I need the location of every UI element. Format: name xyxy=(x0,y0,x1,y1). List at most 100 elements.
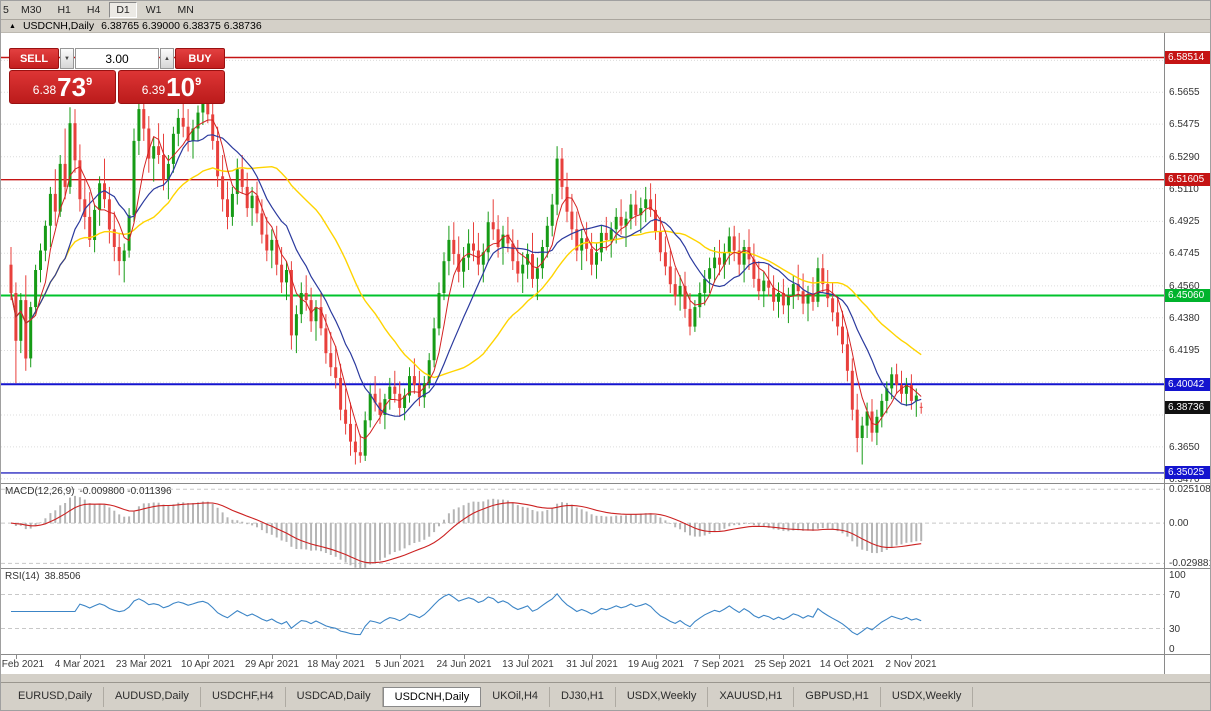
timeframe-button-5[interactable]: 5 xyxy=(3,4,9,16)
date-tick xyxy=(464,655,465,660)
macd-chart[interactable] xyxy=(1,484,1164,569)
timeframe-button-h4[interactable]: H4 xyxy=(86,4,101,16)
price-axis-label: 6.4195 xyxy=(1169,345,1200,357)
macd-axis-label: 0.025108 xyxy=(1169,483,1211,495)
rsi-axis-label: 70 xyxy=(1169,589,1181,601)
price-level-badge: 6.38736 xyxy=(1165,400,1210,414)
timeframe-button-mn[interactable]: MN xyxy=(177,4,194,16)
sell-price-big: 73 xyxy=(57,72,87,103)
rsi-axis-label: 0 xyxy=(1169,644,1175,656)
date-label: 29 Apr 2021 xyxy=(245,659,299,671)
price-level-badge: 6.58514 xyxy=(1165,51,1210,64)
date-tick xyxy=(656,655,657,660)
rsi-axis-label: 30 xyxy=(1169,623,1181,635)
chart-tab-usdcad-daily[interactable]: USDCAD,Daily xyxy=(286,686,383,707)
buy-quote-box[interactable]: 6.39 10 9 xyxy=(118,70,225,104)
chart-tab-usdcnh-daily[interactable]: USDCNH,Daily xyxy=(382,686,482,707)
buy-price-prefix: 6.39 xyxy=(141,83,166,98)
rsi-axis-label: 100 xyxy=(1169,570,1186,582)
date-tick xyxy=(144,655,145,660)
price-level-badge: 6.35025 xyxy=(1165,466,1210,480)
price-axis-label: 6.5110 xyxy=(1169,183,1199,195)
date-label: 13 Feb 2021 xyxy=(1,659,45,671)
statusbar-filler xyxy=(1,674,1210,682)
one-click-collapse-icon[interactable]: ▲ xyxy=(9,22,16,30)
chart-tab-usdx-weekly[interactable]: USDX,Weekly xyxy=(881,686,974,707)
date-tick xyxy=(80,655,81,660)
date-label: 13 Jul 2021 xyxy=(502,659,554,671)
timeframe-toolbar: 5 M30 H1 H4 D1 W1 MN xyxy=(1,1,1210,20)
buy-price-pip: 9 xyxy=(195,76,202,88)
axis-corner xyxy=(1165,655,1210,674)
date-tick xyxy=(272,655,273,660)
chart-tab-usdchf-h4[interactable]: USDCHF,H4 xyxy=(201,686,286,707)
volume-spin-down-button[interactable]: ▼ xyxy=(60,48,74,69)
date-tick xyxy=(911,655,912,660)
date-label: 23 Mar 2021 xyxy=(115,659,173,671)
macd-indicator-pane[interactable]: MACD(12,26,9) -0.009800 -0.011396 xyxy=(1,484,1164,570)
price-axis-column: 6.5655 6.5475 6.5290 6.5110 6.4925 6.4745 6.45… xyxy=(1164,33,1210,674)
chart-tab-ukoil-h4[interactable]: UKOil,H4 xyxy=(481,686,551,707)
date-tick xyxy=(528,655,529,660)
rsi-chart[interactable] xyxy=(1,569,1164,654)
chart-tab-dj30-h1[interactable]: DJ30,H1 xyxy=(550,686,616,707)
price-axis-label: 6.4745 xyxy=(1169,248,1200,260)
buy-button[interactable]: BUY xyxy=(175,48,225,69)
date-label: 24 Jun 2021 xyxy=(436,659,492,671)
sell-price-pip: 9 xyxy=(86,76,93,88)
date-label: 19 Aug 2021 xyxy=(627,659,685,671)
price-level-badge: 6.40042 xyxy=(1165,377,1210,391)
volume-input[interactable] xyxy=(75,48,159,69)
main-price-axis: 6.5655 6.5475 6.5290 6.5110 6.4925 6.4745 6.45… xyxy=(1165,33,1210,485)
timeframe-button-w1[interactable]: W1 xyxy=(145,4,162,16)
price-level-badge: 6.51605 xyxy=(1165,173,1210,187)
date-label: 10 Apr 2021 xyxy=(181,659,235,671)
date-label: 14 Oct 2021 xyxy=(819,659,875,671)
main-price-pane[interactable]: SELL ▼ ▲ BUY 6.38 73 9 6.39 xyxy=(1,33,1164,484)
date-label: 4 Mar 2021 xyxy=(54,659,106,671)
date-tick xyxy=(592,655,593,660)
price-axis-label: 6.5475 xyxy=(1169,119,1200,131)
date-tick xyxy=(400,655,401,660)
chart-title-bar: ▲ USDCNH,Daily 6.38765 6.39000 6.38375 6… xyxy=(1,20,1210,33)
price-axis-label: 6.4925 xyxy=(1169,216,1200,228)
macd-axis: 0.025108 0.00 -0.029881 xyxy=(1165,484,1210,570)
date-tick xyxy=(208,655,209,660)
date-tick xyxy=(336,655,337,660)
date-label: 7 Sep 2021 xyxy=(693,659,745,671)
chart-tab-audusd-daily[interactable]: AUDUSD,Daily xyxy=(104,686,201,707)
chart-tab-eurusd-daily[interactable]: EURUSD,Daily xyxy=(7,686,104,707)
volume-spin-up-button[interactable]: ▲ xyxy=(160,48,174,69)
timeframe-button-m30[interactable]: M30 xyxy=(21,4,42,16)
date-tick xyxy=(719,655,720,660)
sell-quote-box[interactable]: 6.38 73 9 xyxy=(9,70,116,104)
chart-tab-usdx-weekly[interactable]: USDX,Weekly xyxy=(616,686,709,707)
rsi-axis: 100 70 30 0 xyxy=(1165,569,1210,655)
chart-tab-xauusd-h1[interactable]: XAUUSD,H1 xyxy=(708,686,795,707)
macd-label: MACD(12,26,9) -0.009800 -0.011396 xyxy=(5,485,172,497)
one-click-trading-panel: SELL ▼ ▲ BUY 6.38 73 9 6.39 xyxy=(9,48,225,104)
price-axis-label: 6.5290 xyxy=(1169,151,1200,163)
spin-up-icon: ▲ xyxy=(164,55,170,62)
price-axis-label: 6.3650 xyxy=(1169,441,1200,453)
rsi-indicator-pane[interactable]: RSI(14) 38.8506 xyxy=(1,569,1164,656)
candlestick-chart[interactable] xyxy=(1,33,1164,484)
chart-symbol-label: USDCNH,Daily xyxy=(22,20,95,32)
date-tick xyxy=(783,655,784,660)
sell-button[interactable]: SELL xyxy=(9,48,59,69)
date-tick xyxy=(16,655,17,660)
chart-column: SELL ▼ ▲ BUY 6.38 73 9 6.39 xyxy=(1,33,1164,674)
timeframe-button-d1[interactable]: D1 xyxy=(109,2,137,18)
timeframe-button-h1[interactable]: H1 xyxy=(57,4,71,16)
date-axis: 13 Feb 2021 4 Mar 2021 23 Mar 2021 10 Apr 2… xyxy=(1,655,1164,674)
chart-tab-gbpusd-h1[interactable]: GBPUSD,H1 xyxy=(794,686,881,707)
buy-price-big: 10 xyxy=(166,72,196,103)
chart-workspace: SELL ▼ ▲ BUY 6.38 73 9 6.39 xyxy=(1,33,1210,674)
date-tick xyxy=(847,655,848,660)
date-label: 18 May 2021 xyxy=(307,659,365,671)
date-label: 5 Jun 2021 xyxy=(375,659,425,671)
price-axis-label: 6.4380 xyxy=(1169,312,1200,324)
price-axis-label: 6.4560 xyxy=(1169,280,1200,292)
chart-ohlc-values: 6.38765 6.39000 6.38375 6.38736 xyxy=(101,20,262,32)
